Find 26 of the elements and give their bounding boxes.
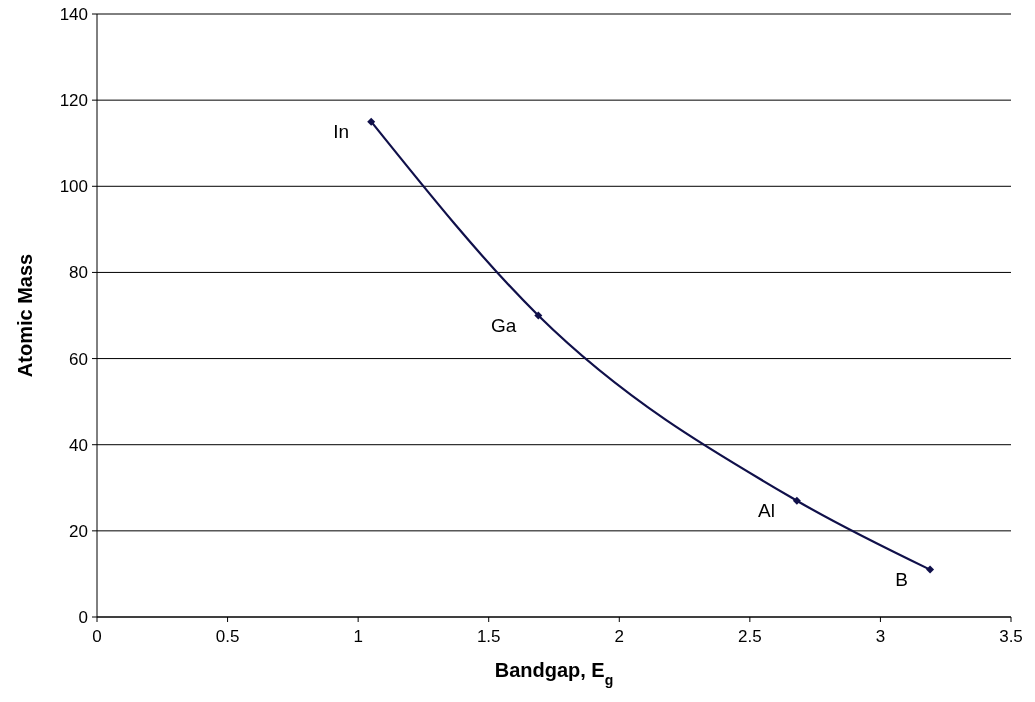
y-tick-label: 20 [69, 521, 88, 541]
x-tick-label: 1 [353, 627, 363, 646]
annotation: In [333, 120, 350, 142]
x-tick-label: 2.5 [738, 627, 762, 646]
annotation: Ga [490, 314, 517, 336]
y-axis-title: Atomic Mass [14, 253, 36, 378]
point [367, 117, 376, 126]
y-tick-label: 60 [69, 349, 88, 369]
x-axis-title: Bandgap, E$_{g}$ [494, 659, 614, 688]
x-tick-label: 3 [875, 627, 886, 646]
point [926, 565, 935, 574]
x-tick-label: 1.5 [476, 627, 501, 646]
annotation: Al [757, 499, 775, 521]
x-tick-label: 3.5 [999, 627, 1023, 646]
y-tick-label: 100 [59, 177, 88, 197]
point [792, 496, 801, 505]
y-tick-label: 140 [59, 4, 88, 24]
x-tick-label: 0.5 [215, 627, 240, 646]
annotation: B [895, 568, 909, 590]
y-tick-label: 120 [59, 91, 88, 111]
y-tick-label: 80 [69, 263, 88, 283]
point [534, 311, 543, 320]
x-tick-label: 0 [92, 627, 102, 646]
y-tick-label: 40 [69, 435, 88, 455]
y-tick-label: 0 [78, 607, 88, 627]
x-tick-label: 2 [614, 627, 625, 646]
